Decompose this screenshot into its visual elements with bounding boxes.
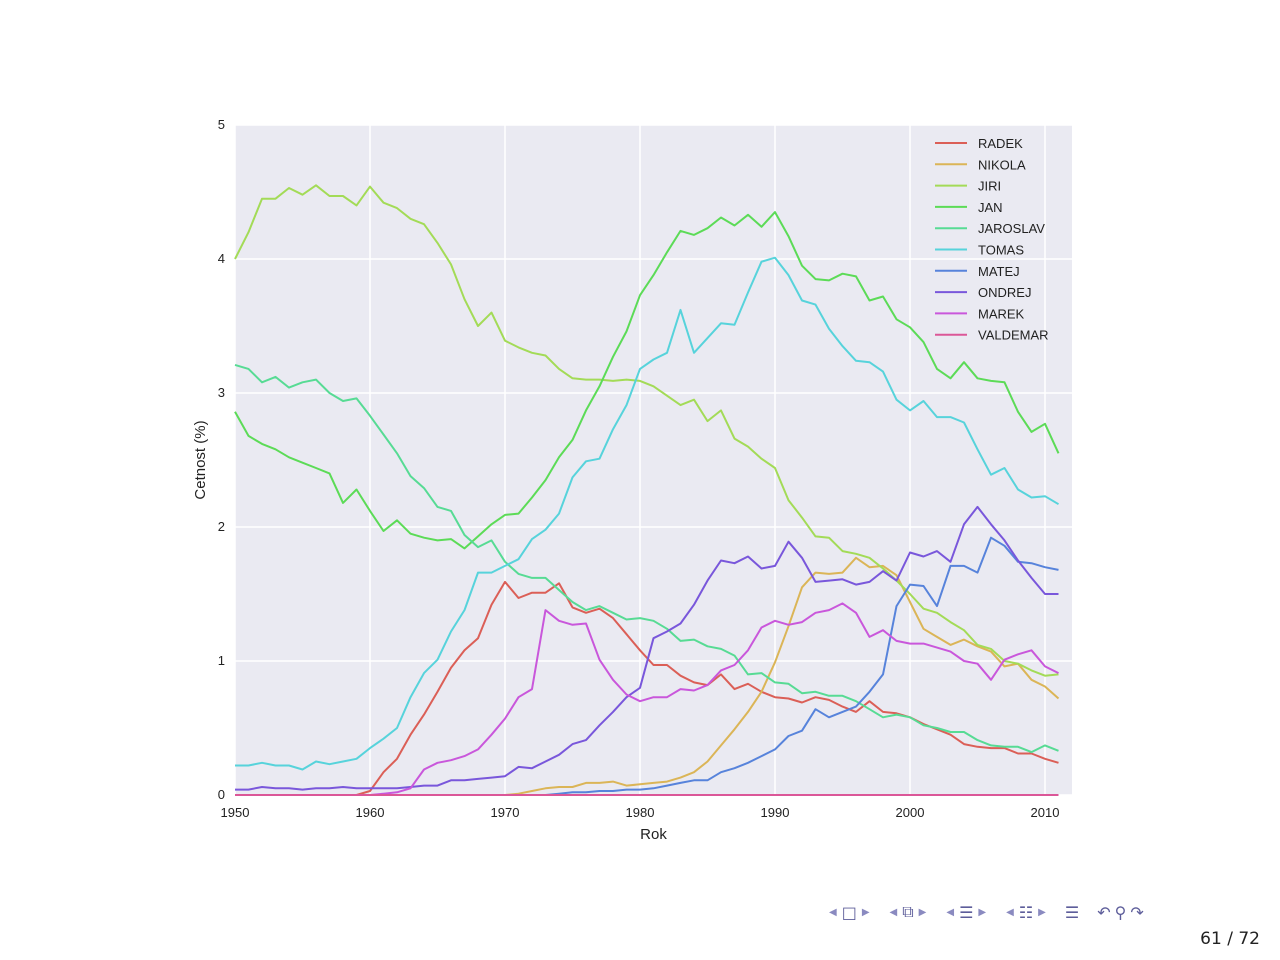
grid bbox=[234, 124, 1072, 796]
x-tick-label: 1980 bbox=[626, 805, 655, 820]
legend-label-ondrej: ONDREJ bbox=[978, 285, 1031, 300]
legend-label-marek: MAREK bbox=[978, 306, 1025, 321]
section-icon[interactable]: ☰ bbox=[959, 902, 974, 922]
series-line-jaroslav bbox=[234, 363, 1059, 754]
subsection-nav: ◀ ⧉ ▶ bbox=[887, 902, 930, 922]
x-tick-label: 1950 bbox=[221, 805, 250, 820]
section-back-icon[interactable]: ◀ bbox=[946, 906, 955, 918]
redo-icon[interactable]: ↷ bbox=[1130, 902, 1144, 922]
presentation-nav: ◀ ☷ ▶ bbox=[1003, 903, 1049, 922]
x-tick-label: 2010 bbox=[1031, 805, 1060, 820]
subsection-icon[interactable]: ⧉ bbox=[902, 902, 914, 921]
page-counter: 61 / 72 bbox=[1180, 929, 1260, 949]
appendix-nav: ☰ bbox=[1063, 903, 1081, 922]
legend: RADEK NIKOLA JIRI JAN JAROSLAV TOMAS MATEJ ONDR… bbox=[935, 136, 1049, 343]
series-lines bbox=[234, 184, 1060, 796]
x-tick-label: 1960 bbox=[356, 805, 385, 820]
beamer-navigation: ◀ □ ▶ ◀ ⧉ ▶ ◀ ☰ ▶ ◀ ☷ ▶ ☰ ↶ ⚲ ↷ bbox=[826, 900, 1270, 924]
x-axis-title: Rok bbox=[640, 826, 667, 843]
page-current: 61 bbox=[1200, 929, 1222, 949]
presentation-forward-icon[interactable]: ▶ bbox=[1038, 906, 1046, 918]
frame-forward-icon[interactable]: ▶ bbox=[861, 906, 870, 918]
y-tick-label: 5 bbox=[218, 117, 225, 132]
page-total: 72 bbox=[1238, 929, 1260, 949]
section-nav: ◀ ☰ ▶ bbox=[943, 903, 989, 922]
x-tick-label: 1970 bbox=[491, 805, 520, 820]
search-icon[interactable]: ⚲ bbox=[1114, 902, 1127, 922]
legend-label-matej: MATEJ bbox=[978, 264, 1020, 279]
legend-label-valdemar: VALDEMAR bbox=[978, 328, 1049, 343]
legend-label-radek: RADEK bbox=[978, 136, 1023, 151]
frame-icon[interactable]: □ bbox=[841, 902, 857, 922]
appendix-icon[interactable]: ☰ bbox=[1064, 902, 1080, 922]
series-line-tomas bbox=[235, 256, 1060, 771]
legend-label-nikola: NIKOLA bbox=[978, 157, 1026, 172]
legend-label-jaroslav: JAROSLAV bbox=[978, 221, 1045, 236]
presentation-back-icon[interactable]: ◀ bbox=[1006, 906, 1014, 918]
series-line-jiri bbox=[234, 184, 1059, 677]
subsection-forward-icon[interactable]: ▶ bbox=[918, 906, 927, 918]
undo-icon[interactable]: ↶ bbox=[1097, 902, 1111, 922]
axis-ticks: 1950 1960 1970 1980 1990 2000 2010 0 1 2 3 4 5 bbox=[218, 117, 1060, 820]
x-tick-label: 1990 bbox=[761, 805, 790, 820]
legend-label-tomas: TOMAS bbox=[978, 243, 1024, 258]
y-tick-label: 2 bbox=[218, 519, 225, 534]
presentation-icon[interactable]: ☷ bbox=[1018, 902, 1034, 922]
frame-nav: ◀ □ ▶ bbox=[826, 903, 873, 922]
legend-label-jiri: JIRI bbox=[978, 179, 1001, 194]
subsection-back-icon[interactable]: ◀ bbox=[889, 906, 898, 918]
section-forward-icon[interactable]: ▶ bbox=[978, 906, 987, 918]
page-separator: / bbox=[1227, 929, 1233, 949]
y-tick-label: 1 bbox=[218, 653, 225, 668]
search-nav: ↶ ⚲ ↷ bbox=[1095, 903, 1146, 922]
legend-label-jan: JAN bbox=[978, 200, 1003, 215]
y-tick-label: 4 bbox=[218, 251, 225, 266]
frame-back-icon[interactable]: ◀ bbox=[829, 906, 837, 918]
y-axis-title: Cetnost (%) bbox=[192, 420, 209, 499]
x-tick-label: 2000 bbox=[896, 805, 925, 820]
y-tick-label: 0 bbox=[218, 787, 225, 802]
plot-area bbox=[235, 125, 1072, 795]
series-line-ondrej bbox=[235, 505, 1059, 791]
series-line-jan bbox=[234, 211, 1060, 550]
y-tick-label: 3 bbox=[218, 385, 225, 400]
